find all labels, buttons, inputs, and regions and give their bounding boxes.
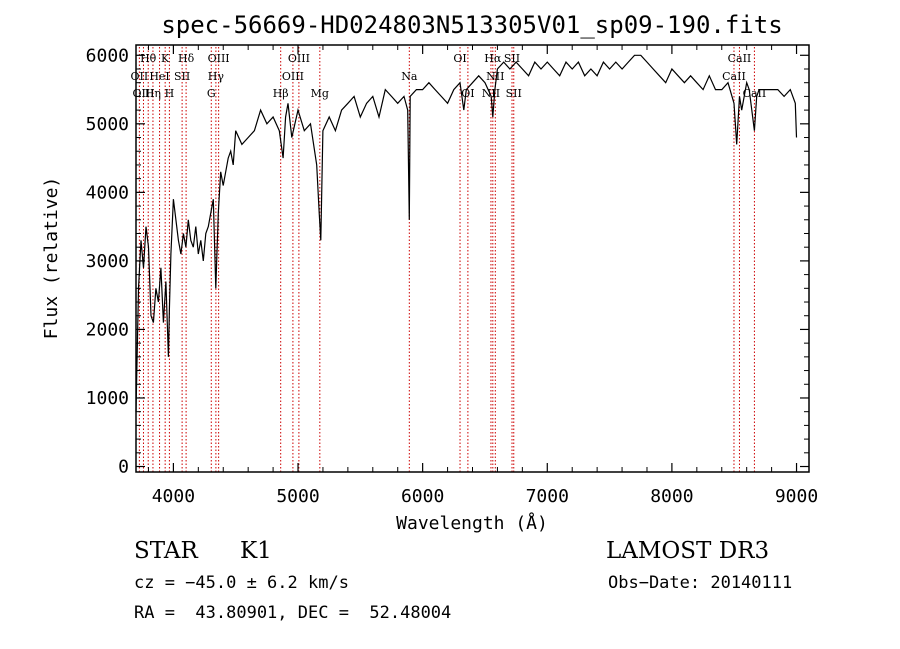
line-marker-label: Hθ xyxy=(140,52,157,65)
y-tick-label: 5000 xyxy=(86,114,129,135)
chart-title: spec-56669-HD024803N513305V01_sp09-190.f… xyxy=(161,11,782,39)
line-marker-label: H xyxy=(165,87,175,100)
line-marker-label: OIII xyxy=(208,52,230,65)
obs-date-text: Obs−Date: 20140111 xyxy=(608,573,793,593)
line-marker-label: Mg xyxy=(311,87,329,100)
x-tick-label: 8000 xyxy=(650,486,693,507)
y-tick-label: 2000 xyxy=(86,319,129,340)
object-subclass: K1 xyxy=(240,538,272,564)
survey-name: LAMOST DR3 xyxy=(606,538,770,564)
line-marker-label: Na xyxy=(401,70,418,83)
line-marker-label: OIII xyxy=(282,70,304,83)
line-marker-label: SII xyxy=(174,70,190,83)
x-tick-label: 7000 xyxy=(526,486,569,507)
y-tick-label: 0 xyxy=(118,457,129,478)
redshift-text: cz = −45.0 ± 6.2 km/s xyxy=(134,573,349,593)
x-tick-label: 5000 xyxy=(276,486,319,507)
x-tick-label: 4000 xyxy=(152,486,195,507)
plot-frame xyxy=(135,44,810,473)
object-class: STAR xyxy=(134,538,198,564)
x-axis-ticks: 4000 5000 6000 7000 8000 9000 xyxy=(147,45,818,507)
line-marker-label: Hη xyxy=(145,87,161,100)
spectrum-line xyxy=(135,54,798,412)
line-marker-label: Hγ xyxy=(208,70,225,83)
y-tick-label: 6000 xyxy=(86,45,129,66)
line-marker-label: NII xyxy=(482,87,500,100)
line-marker-label: G xyxy=(207,87,216,100)
emission-line-markers xyxy=(138,47,755,472)
x-tick-label: 6000 xyxy=(401,486,444,507)
y-tick-label: 4000 xyxy=(86,182,129,203)
line-marker-label: CaII xyxy=(743,87,767,100)
radec-text: RA = 43.80901, DEC = 52.48004 xyxy=(134,603,452,623)
line-marker-label: NII xyxy=(486,70,504,83)
line-marker-label: OIII xyxy=(288,52,310,65)
line-marker-label: OI xyxy=(453,52,466,65)
line-marker-label: CaII xyxy=(728,52,752,65)
line-marker-label: Hα xyxy=(484,52,502,65)
emission-line-labels: HθOIIOIIIHηHeIKHSIIHδGHγOIIIHβOIIIOIIIMg… xyxy=(131,52,767,100)
line-marker-label: Hβ xyxy=(273,87,289,100)
line-marker-label: Hδ xyxy=(178,52,195,65)
y-tick-label: 1000 xyxy=(86,388,129,409)
line-marker-label: CaII xyxy=(722,70,746,83)
line-marker-label: HeI xyxy=(149,70,169,83)
x-tick-label: 9000 xyxy=(775,486,818,507)
line-marker-label: OII xyxy=(131,70,149,83)
line-marker-label: K xyxy=(161,52,170,65)
y-axis-label: Flux (relative) xyxy=(41,177,62,340)
line-marker-label: OI xyxy=(461,87,474,100)
y-tick-label: 3000 xyxy=(86,251,129,272)
x-axis-label: Wavelength (Å) xyxy=(396,512,548,534)
y-axis-ticks: 0 1000 2000 3000 4000 5000 6000 xyxy=(86,45,809,478)
line-marker-label: SII xyxy=(506,87,522,100)
